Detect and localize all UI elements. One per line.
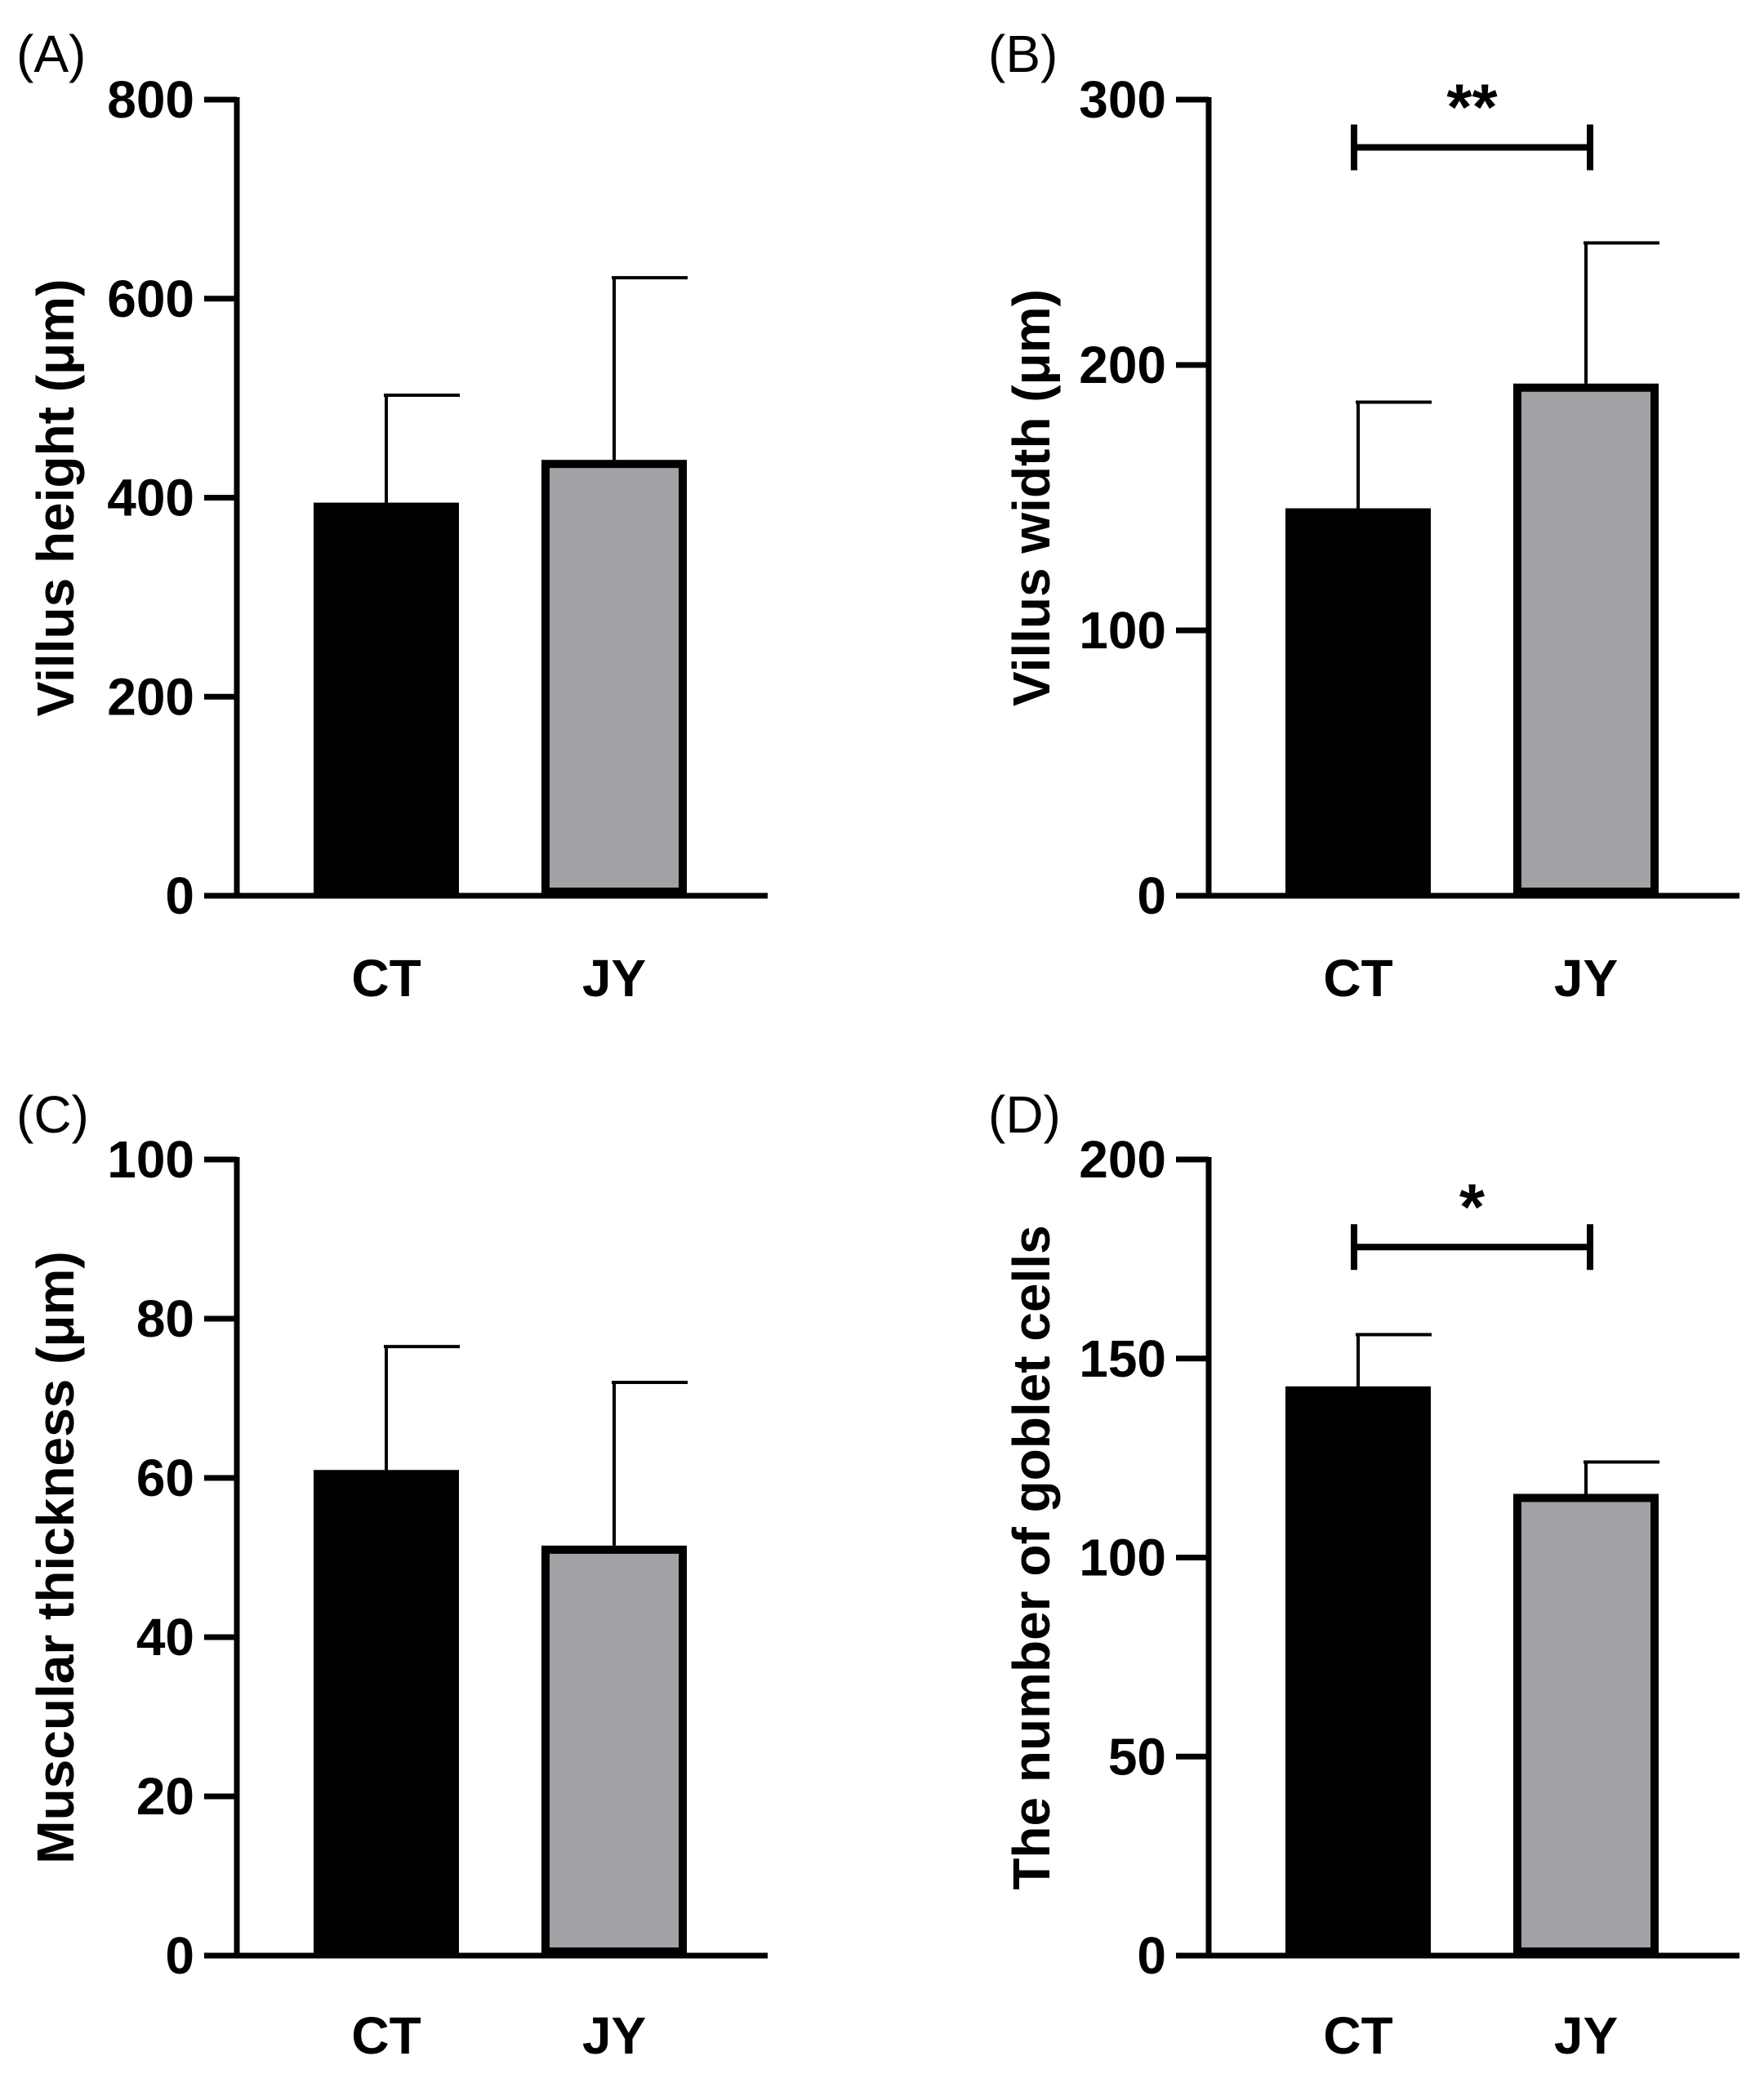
y-tick-label: 200: [1079, 336, 1166, 394]
y-tick-label: 800: [107, 70, 194, 129]
y-tick-label: 400: [107, 469, 194, 527]
y-tick-label: 20: [136, 1767, 194, 1826]
significance-label: *: [1459, 1170, 1486, 1243]
y-tick-label: 0: [165, 866, 194, 925]
category-label: CT: [351, 949, 421, 1008]
panel-label: (A): [16, 24, 86, 83]
bar-jy: [1513, 383, 1659, 896]
y-tick-label: 300: [1079, 70, 1166, 129]
chart-panel-4: (D) 0 50 100 150 200 The number of goblet cell…: [988, 1085, 1740, 2065]
category-label: JY: [1554, 949, 1618, 1008]
category-label: JY: [1554, 2006, 1618, 2065]
y-axis-title: Muscular thickness (μm): [26, 1251, 85, 1863]
y-tick-label: 0: [1137, 1926, 1166, 1985]
y-axis-title: Villus width (μm): [1002, 289, 1061, 706]
chart-panel-3: (C) 0 20 40 60 80 100 Muscular thickness (μm) CT…: [16, 1085, 768, 2065]
y-tick-label: 200: [1079, 1130, 1166, 1189]
panel-label: (D): [988, 1085, 1061, 1144]
bar-jy: [541, 460, 687, 896]
y-tick-label: 80: [136, 1289, 194, 1348]
y-tick-label: 100: [1079, 1529, 1166, 1587]
bar-ct: [1285, 508, 1431, 896]
category-label: CT: [351, 2006, 421, 2065]
panel-label: (B): [988, 24, 1058, 83]
bar-jy: [541, 1545, 687, 1956]
category-label: JY: [582, 2006, 646, 2065]
y-tick-label: 200: [107, 667, 194, 726]
chart-panel-1: (A) 0 200 400 600 800 Villus height (μm) CT JY: [16, 24, 768, 1008]
bar-ct: [1285, 1386, 1431, 1956]
chart-panel-2: (B) 0 100 200 300 Villus width (μm) CT JY **: [988, 24, 1740, 1008]
category-label: JY: [582, 949, 646, 1008]
bar-ct: [314, 1470, 459, 1956]
y-tick-label: 0: [1137, 866, 1166, 925]
significance-label: **: [1446, 71, 1498, 144]
y-tick-label: 0: [165, 1926, 194, 1985]
y-tick-label: 60: [136, 1449, 194, 1507]
y-tick-label: 100: [107, 1130, 194, 1189]
panel-label: (C): [16, 1085, 89, 1144]
bar-ct: [314, 502, 459, 896]
y-tick-label: 50: [1108, 1727, 1166, 1786]
y-tick-label: 40: [136, 1608, 194, 1667]
y-tick-label: 600: [107, 269, 194, 328]
y-tick-label: 150: [1079, 1329, 1166, 1388]
y-axis-title: The number of goblet cells: [1002, 1225, 1061, 1889]
category-label: CT: [1323, 2006, 1392, 2065]
bar-jy: [1513, 1493, 1659, 1956]
category-label: CT: [1323, 949, 1392, 1008]
y-tick-label: 100: [1079, 601, 1166, 660]
y-axis-title: Villus height (μm): [26, 279, 85, 717]
